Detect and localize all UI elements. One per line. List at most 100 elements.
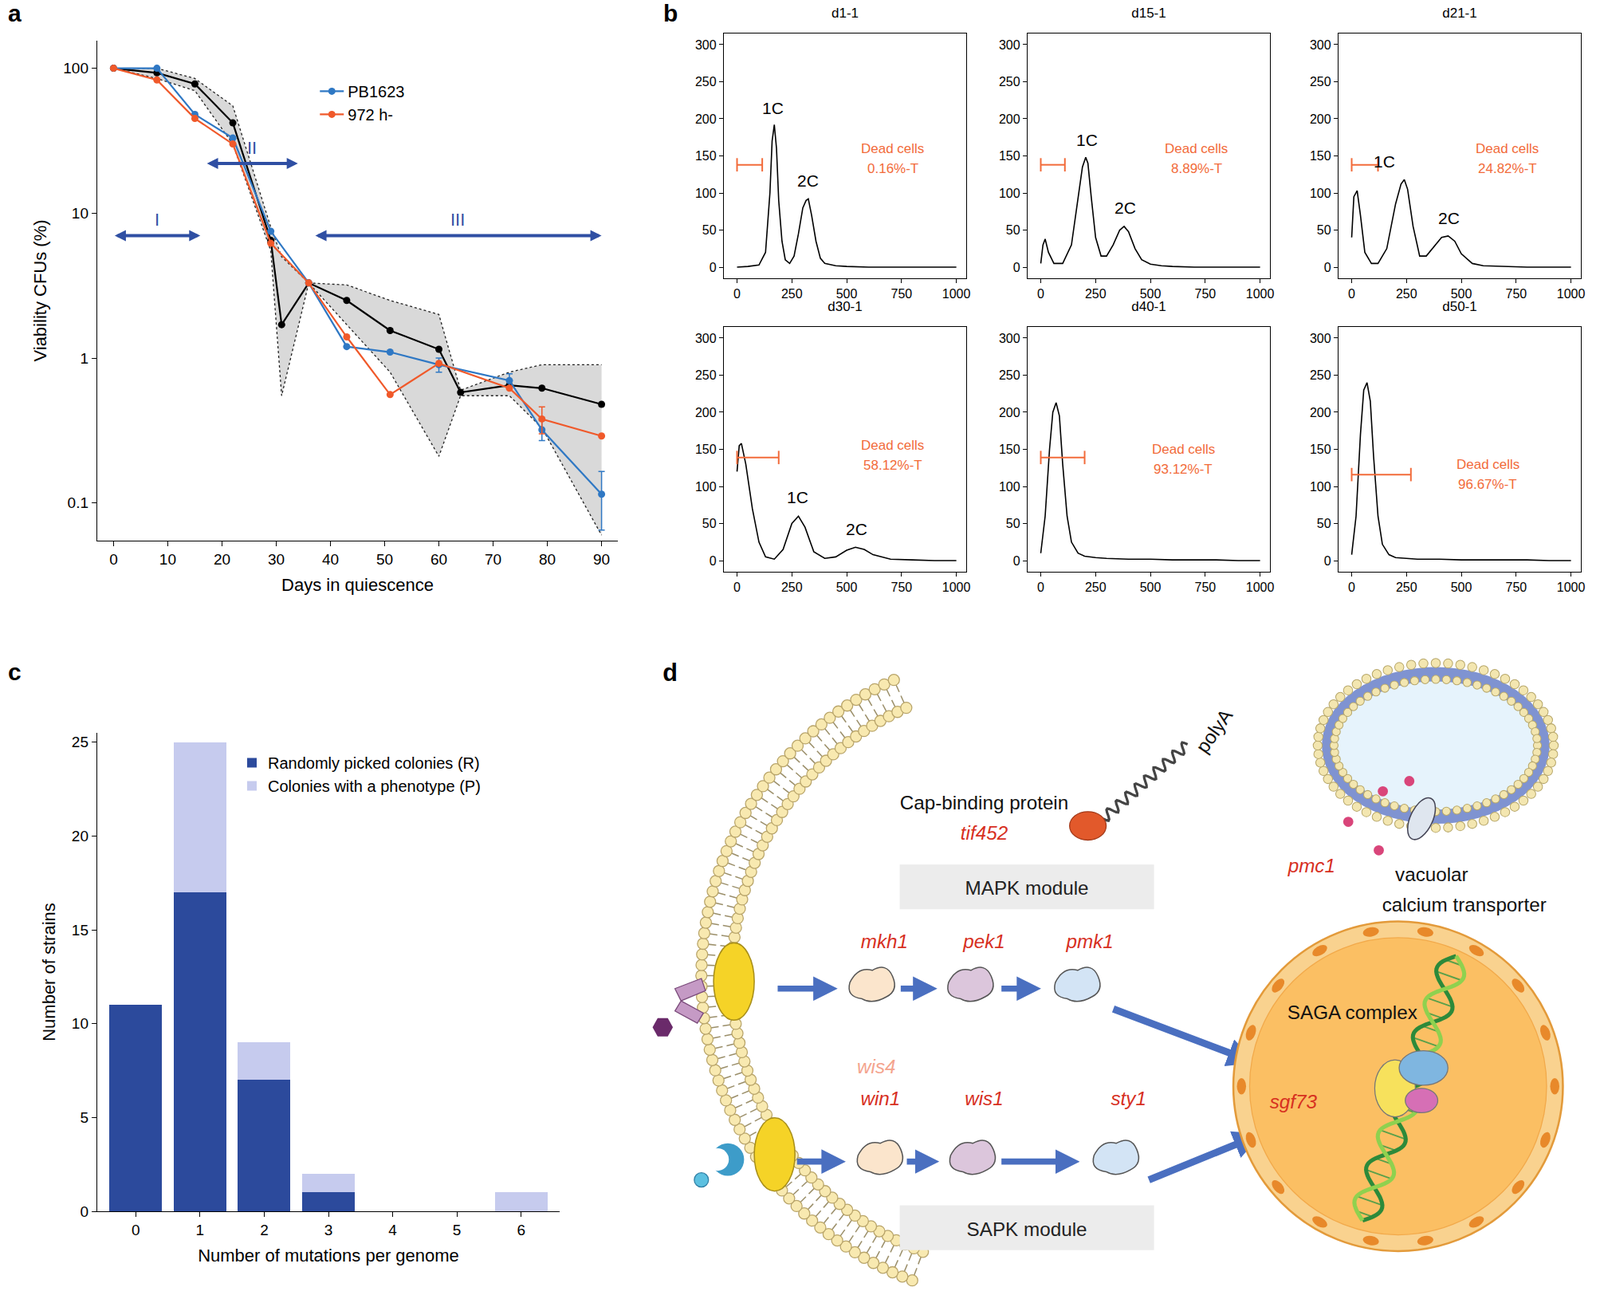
svg-text:0: 0	[733, 580, 741, 594]
svg-text:300: 300	[695, 331, 717, 346]
svg-text:150: 150	[1309, 149, 1332, 163]
svg-text:250: 250	[1395, 286, 1418, 301]
svg-text:250: 250	[1085, 286, 1107, 301]
svg-text:1: 1	[196, 1221, 205, 1239]
svg-text:Dead cells: Dead cells	[860, 437, 924, 453]
svg-text:250: 250	[998, 74, 1021, 89]
svg-text:15: 15	[71, 921, 89, 939]
svg-text:3: 3	[324, 1221, 334, 1239]
svg-text:150: 150	[1309, 442, 1332, 457]
svg-text:150: 150	[695, 149, 717, 163]
svg-text:750: 750	[1194, 286, 1216, 301]
svg-text:II: II	[247, 137, 257, 158]
svg-text:d1-1: d1-1	[831, 5, 859, 21]
svg-text:250: 250	[781, 286, 803, 301]
svg-text:Dead cells: Dead cells	[1164, 141, 1228, 157]
svg-text:0: 0	[1324, 554, 1332, 568]
svg-text:1000: 1000	[1556, 286, 1586, 301]
svg-text:Number of strains: Number of strains	[39, 902, 59, 1042]
svg-text:1C: 1C	[1373, 152, 1396, 171]
svg-text:500: 500	[1140, 286, 1162, 301]
svg-text:2C: 2C	[845, 519, 868, 539]
svg-text:100: 100	[998, 479, 1021, 494]
svg-text:500: 500	[1140, 580, 1162, 594]
svg-text:100: 100	[1309, 186, 1332, 201]
svg-text:750: 750	[1505, 580, 1527, 594]
svg-text:100: 100	[695, 479, 717, 494]
svg-text:50: 50	[1316, 516, 1332, 531]
svg-text:d50-1: d50-1	[1442, 298, 1477, 315]
svg-text:0: 0	[709, 260, 717, 275]
svg-text:100: 100	[695, 186, 717, 201]
svg-text:III: III	[450, 209, 465, 230]
svg-text:1000: 1000	[1246, 580, 1275, 594]
svg-text:750: 750	[890, 286, 913, 301]
svg-text:50: 50	[702, 516, 717, 531]
svg-text:Dead cells: Dead cells	[1475, 141, 1539, 157]
svg-text:calcium transporter: calcium transporter	[1382, 893, 1547, 916]
svg-text:sty1: sty1	[1110, 1088, 1146, 1110]
svg-text:Dead cells: Dead cells	[1456, 456, 1520, 472]
svg-text:93.12%-T: 93.12%-T	[1153, 461, 1213, 477]
svg-text:250: 250	[1309, 74, 1332, 89]
svg-text:SAGA complex: SAGA complex	[1287, 1001, 1418, 1023]
svg-text:58.12%-T: 58.12%-T	[863, 457, 923, 473]
svg-text:I: I	[154, 209, 160, 230]
svg-text:1C: 1C	[762, 98, 784, 118]
svg-text:5: 5	[79, 1108, 89, 1126]
svg-text:win1: win1	[860, 1088, 901, 1110]
svg-text:80: 80	[538, 550, 556, 568]
svg-text:d21-1: d21-1	[1442, 5, 1477, 21]
svg-text:0: 0	[733, 286, 741, 301]
svg-text:6: 6	[516, 1221, 526, 1239]
svg-text:250: 250	[695, 368, 717, 382]
svg-text:d30-1: d30-1	[827, 298, 862, 315]
svg-text:300: 300	[998, 331, 1021, 346]
svg-text:5: 5	[452, 1221, 462, 1239]
svg-text:20: 20	[71, 827, 89, 845]
svg-text:20: 20	[213, 550, 231, 568]
svg-text:25: 25	[71, 733, 89, 751]
svg-text:200: 200	[1309, 112, 1332, 126]
svg-text:d: d	[662, 658, 678, 686]
svg-text:150: 150	[998, 149, 1021, 163]
svg-text:Randomly picked colonies (R): Randomly picked colonies (R)	[267, 754, 480, 772]
svg-text:wis1: wis1	[964, 1088, 1003, 1110]
svg-text:1C: 1C	[786, 487, 809, 507]
svg-text:polyA: polyA	[1191, 703, 1238, 757]
svg-text:pek1: pek1	[962, 930, 1006, 952]
svg-text:150: 150	[695, 442, 717, 457]
svg-text:60: 60	[430, 550, 448, 568]
svg-text:250: 250	[998, 368, 1021, 382]
svg-text:100: 100	[62, 59, 89, 77]
svg-text:0: 0	[1013, 260, 1021, 275]
svg-text:1000: 1000	[1246, 286, 1275, 301]
svg-text:0: 0	[1037, 286, 1045, 301]
svg-text:50: 50	[1006, 516, 1021, 531]
svg-text:250: 250	[781, 580, 803, 594]
svg-text:500: 500	[1450, 580, 1473, 594]
svg-text:200: 200	[695, 405, 717, 420]
svg-text:0: 0	[79, 1202, 89, 1220]
svg-text:d15-1: d15-1	[1131, 5, 1166, 21]
svg-text:0.1: 0.1	[67, 494, 89, 512]
svg-text:Days in quiescence: Days in quiescence	[281, 574, 434, 595]
svg-text:0: 0	[109, 550, 118, 568]
svg-text:50: 50	[1316, 223, 1332, 237]
svg-text:100: 100	[1309, 479, 1332, 494]
svg-text:0: 0	[1037, 580, 1045, 594]
svg-text:sgf73: sgf73	[1269, 1090, 1318, 1113]
svg-text:500: 500	[836, 286, 858, 301]
svg-text:Viability CFUs (%): Viability CFUs (%)	[30, 219, 51, 362]
svg-text:mkh1: mkh1	[860, 930, 909, 952]
svg-text:pmc1: pmc1	[1287, 854, 1336, 877]
svg-text:2C: 2C	[797, 171, 819, 190]
svg-text:200: 200	[1309, 405, 1332, 420]
svg-text:300: 300	[1309, 38, 1332, 52]
svg-text:Dead cells: Dead cells	[860, 141, 924, 157]
svg-text:0: 0	[1348, 580, 1356, 594]
svg-text:pmk1: pmk1	[1065, 930, 1114, 952]
svg-text:0: 0	[1324, 260, 1332, 275]
svg-text:vacuolar: vacuolar	[1395, 863, 1469, 885]
svg-text:70: 70	[484, 550, 502, 568]
